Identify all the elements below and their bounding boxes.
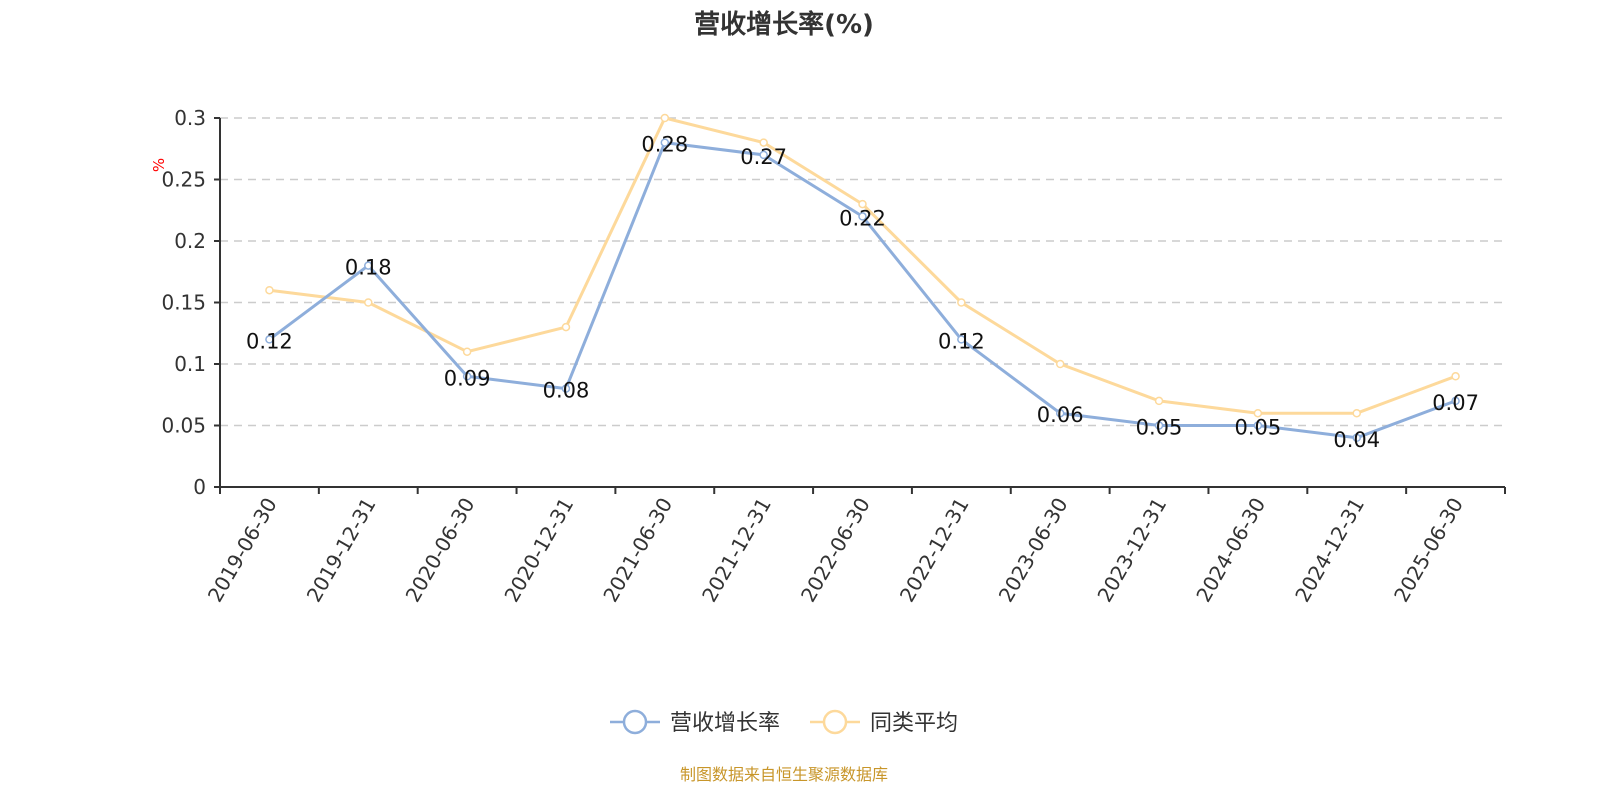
legend-item-0[interactable]: 营收增长率: [610, 709, 780, 736]
data-point[interactable]: [265, 335, 274, 344]
x-tick-label: 2021-06-30: [598, 494, 677, 607]
data-label: 0.05: [1235, 416, 1282, 440]
data-point[interactable]: [265, 285, 274, 295]
x-tick-label: 2025-06-30: [1389, 494, 1468, 607]
data-label: 0.04: [1333, 428, 1380, 452]
x-tick-label: 2019-12-31: [302, 494, 381, 607]
data-point[interactable]: [858, 199, 867, 209]
x-tick-label: 2019-06-30: [203, 494, 282, 607]
legend-item-1[interactable]: 同类平均: [810, 709, 958, 736]
data-point[interactable]: [364, 261, 373, 270]
x-tick-label: 2020-12-31: [499, 494, 578, 607]
data-point[interactable]: [561, 384, 571, 393]
y-tick-label: 0: [193, 475, 206, 499]
x-tick-label: 2024-12-31: [1290, 494, 1369, 607]
x-tick-label: 2022-12-31: [895, 494, 974, 607]
data-point[interactable]: [462, 372, 472, 381]
data-point[interactable]: [1154, 396, 1164, 406]
axes: 0 0.05 0.1 0.15 0.2 0.25 0.3 2019-06-30 2019-12-…: [161, 106, 1506, 607]
data-point[interactable]: [1055, 359, 1065, 369]
data-point[interactable]: [957, 298, 966, 307]
data-label: 0.05: [1136, 416, 1183, 440]
x-tick-label: 2022-06-30: [796, 494, 875, 607]
y-tick-label: 0.15: [161, 291, 206, 315]
data-point[interactable]: [957, 335, 966, 344]
y-tick-label: 0.25: [161, 168, 206, 192]
data-point[interactable]: [462, 347, 472, 356]
legend[interactable]: 营收增长率 同类平均: [610, 709, 958, 736]
series-lines: [265, 113, 1460, 443]
data-point[interactable]: [1352, 433, 1361, 443]
data-point[interactable]: [1451, 372, 1460, 381]
x-tick-label: 2021-12-31: [697, 494, 776, 607]
legend-circle-icon: [622, 709, 648, 735]
y-tick-label: 0.1: [174, 352, 206, 376]
data-label: 0.12: [938, 329, 985, 353]
y-tick-label: 0.05: [161, 414, 206, 438]
legend-label: 营收增长率: [670, 711, 780, 736]
series-line-0: [268, 141, 1457, 440]
data-point[interactable]: [1253, 408, 1263, 418]
data-point[interactable]: [759, 138, 768, 147]
legend-label: 同类平均: [870, 711, 958, 736]
data-label: 0.12: [246, 329, 293, 353]
data-label: 0.07: [1432, 391, 1479, 415]
data-label: 0.22: [839, 206, 886, 230]
data-label: 0.08: [543, 379, 590, 403]
data-point[interactable]: [1451, 396, 1460, 406]
data-point[interactable]: [1253, 421, 1263, 430]
data-label: 0.27: [740, 145, 787, 169]
y-axis-unit: %: [150, 158, 168, 172]
data-point[interactable]: [759, 150, 768, 160]
data-point[interactable]: [561, 322, 571, 332]
data-label: 0.28: [641, 133, 688, 157]
x-tick-label: 2023-12-31: [1092, 494, 1171, 607]
data-label: 0.18: [345, 256, 392, 280]
x-tick-label: 2023-06-30: [994, 494, 1073, 607]
legend-circle-icon: [822, 709, 848, 735]
data-point[interactable]: [858, 212, 867, 221]
data-point[interactable]: [1055, 408, 1065, 418]
data-point[interactable]: [1352, 408, 1361, 418]
y-tick-label: 0.3: [174, 106, 206, 130]
y-tick-label: 0.2: [174, 229, 206, 253]
data-label: 0.06: [1037, 403, 1084, 427]
x-tick-label: 2024-06-30: [1191, 494, 1270, 607]
data-point[interactable]: [364, 298, 373, 307]
source-note: 制图数据来自恒生聚源数据库: [680, 765, 888, 784]
data-labels: 0.12 0.18 0.09 0.08 0.28 0.27 0.22 0.12 0.06 0.05…: [246, 133, 1479, 452]
chart-title: 营收增长率(%): [694, 9, 874, 40]
grid-lines: [220, 117, 1505, 427]
data-label: 0.09: [444, 366, 491, 390]
data-point[interactable]: [660, 113, 670, 123]
x-tick-label: 2020-06-30: [401, 494, 480, 607]
data-point[interactable]: [660, 138, 670, 147]
data-point[interactable]: [1154, 421, 1164, 430]
